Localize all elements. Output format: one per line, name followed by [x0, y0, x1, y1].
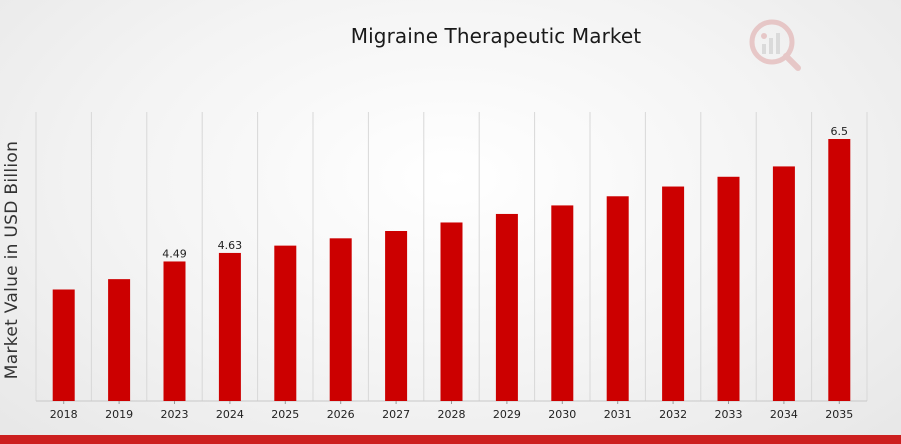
x-tick-label-2027: 2027 — [382, 408, 410, 421]
bar-2025 — [274, 245, 297, 401]
x-tick-label-2024: 2024 — [216, 408, 244, 421]
bar-2018 — [52, 289, 75, 401]
chart-title: Migraine Therapeutic Market — [350, 24, 642, 48]
bar-2031 — [606, 196, 629, 401]
bar-2035 — [828, 139, 851, 401]
data-label-2023: 4.49 — [162, 247, 187, 260]
bar-2026 — [329, 238, 352, 401]
x-tick-label-2028: 2028 — [438, 408, 466, 421]
x-tick-label-2019: 2019 — [105, 408, 133, 421]
bar-2029 — [495, 213, 518, 401]
bar-2028 — [440, 222, 463, 401]
bar-2023 — [163, 261, 186, 401]
bar-2034 — [772, 166, 795, 401]
brand-logo-icon — [744, 14, 806, 76]
x-tick-label-2029: 2029 — [493, 408, 521, 421]
axes — [36, 400, 867, 404]
labels: 2018 2019 2023 4.49 2024 4.63 2025 2026 2027 2028… — [50, 125, 854, 421]
x-tick-label-2031: 2031 — [604, 408, 632, 421]
footer-accent-bar — [0, 435, 901, 444]
x-tick-label-2030: 2030 — [548, 408, 576, 421]
data-label-2024: 4.63 — [218, 239, 243, 252]
x-tick-label-2018: 2018 — [50, 408, 78, 421]
x-tick-label-2033: 2033 — [715, 408, 743, 421]
data-label-2035: 6.5 — [831, 125, 849, 138]
bar-2030 — [551, 205, 574, 401]
x-tick-label-2023: 2023 — [161, 408, 189, 421]
bar-2033 — [717, 176, 740, 401]
x-tick-label-2026: 2026 — [327, 408, 355, 421]
x-tick-label-2025: 2025 — [271, 408, 299, 421]
bar-2032 — [662, 186, 685, 401]
x-tick-label-2034: 2034 — [770, 408, 798, 421]
x-tick-label-2035: 2035 — [825, 408, 853, 421]
bar-2019 — [108, 279, 131, 401]
x-tick-label-2032: 2032 — [659, 408, 687, 421]
bars — [52, 139, 851, 401]
bar-2027 — [385, 231, 408, 401]
gridlines — [35, 112, 868, 401]
bar-2024 — [218, 252, 241, 401]
